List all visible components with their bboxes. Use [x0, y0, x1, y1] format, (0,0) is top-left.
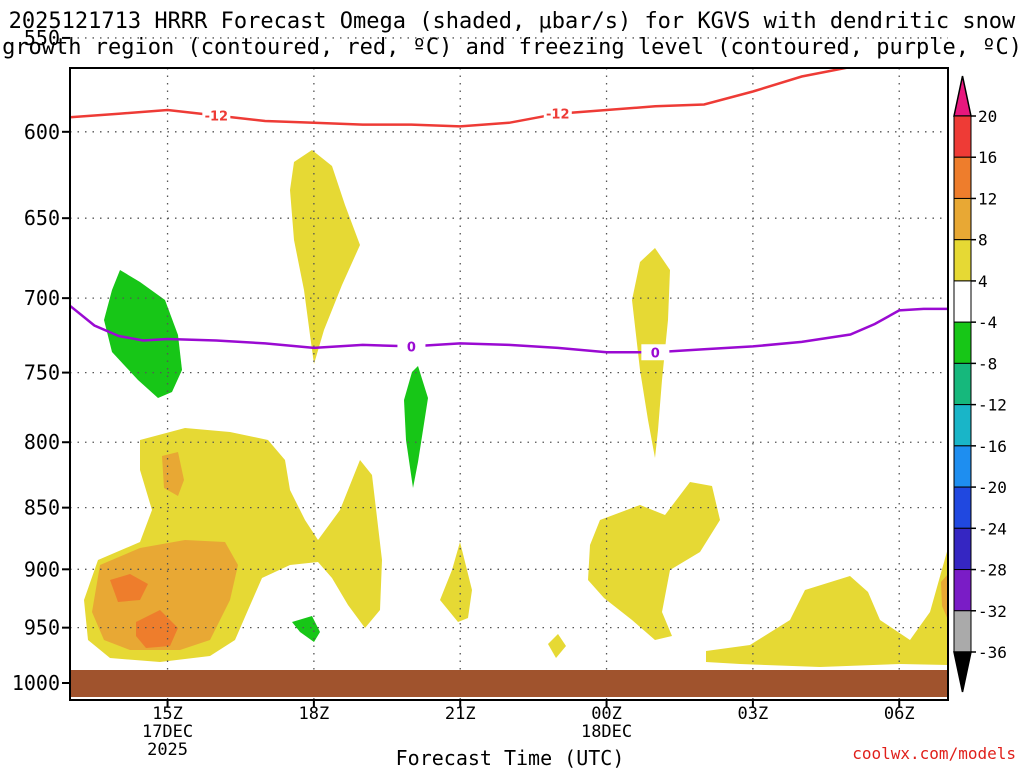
- omega-region-positive: [706, 548, 948, 667]
- colorbar-label: -28: [978, 561, 1007, 580]
- y-axis: 2503003504004505005506006507007508008509…: [12, 26, 70, 695]
- colorbar-label: -12: [978, 396, 1007, 415]
- contour-labels: 00-12-12-18: [202, 105, 670, 361]
- omega-region-positive: [440, 542, 472, 622]
- y-tick-label: 600: [24, 120, 60, 144]
- omega-region-negative: [292, 616, 320, 642]
- colorbar-label: 20: [978, 107, 997, 126]
- omega-region-positive: [548, 634, 566, 658]
- grid: [70, 37, 948, 700]
- x-tick-label: 15Z: [152, 704, 183, 724]
- colorbar-label: 4: [978, 272, 988, 291]
- temperature-contours: [70, 0, 948, 354]
- contour-label-background: [202, 107, 231, 124]
- colorbar-swatch: [953, 321, 972, 364]
- contour-label: -12: [205, 110, 229, 125]
- colorbar-min-triangle: [953, 651, 972, 693]
- colorbar-swatch: [953, 569, 972, 612]
- ground-surface-bar: [70, 670, 948, 697]
- colorbar-label: -24: [978, 519, 1007, 538]
- colorbar-label: 12: [978, 189, 997, 208]
- y-tick-label: 1000: [12, 671, 60, 695]
- x-tick-label: 21Z: [445, 704, 476, 724]
- plot-frame: [69, 67, 949, 701]
- omega-region-positive: [162, 452, 184, 496]
- colorbar-label: -36: [978, 643, 1007, 662]
- colorbar: 20 16 12 8 4 -4 -8 -12 -16 -20 -24 -28 -32 -36: [953, 75, 1007, 693]
- x-tick-date-label: 18DEC: [581, 722, 632, 742]
- contour-line: [70, 0, 948, 4]
- chart-title-line-2: growth region (contoured, red, ºC) and f…: [2, 35, 1022, 60]
- omega-region-negative: [404, 366, 428, 488]
- x-tick-label: 03Z: [738, 704, 769, 724]
- contour-label: -12: [546, 108, 570, 123]
- y-tick-label: 750: [24, 361, 60, 385]
- y-tick-label: 550: [24, 26, 60, 50]
- contour-label-background: [543, 105, 572, 122]
- y-tick-label: 900: [24, 557, 60, 581]
- colorbar-max-triangle: [953, 75, 972, 117]
- contour-label: 0: [407, 340, 416, 355]
- colorbar-swatch: [953, 156, 972, 199]
- contour-line: [70, 68, 852, 128]
- colorbar-swatch: [953, 610, 972, 653]
- omega-region-positive: [941, 574, 948, 620]
- colorbar-swatch: [953, 486, 972, 529]
- colorbar-label: 16: [978, 148, 997, 167]
- colorbar-swatch: [953, 362, 972, 406]
- omega-region-negative: [104, 270, 182, 398]
- contour-label: 0: [651, 346, 660, 361]
- contour-line: [70, 304, 948, 354]
- x-tick-date-label: 17DEC: [142, 722, 193, 742]
- x-axis-label: Forecast Time (UTC): [395, 746, 625, 770]
- y-tick-label: 850: [24, 496, 60, 520]
- x-tick-label: 00Z: [591, 704, 622, 724]
- contour-label-background: [641, 344, 670, 361]
- colorbar-swatch: [953, 197, 972, 241]
- x-tick-label: 18Z: [299, 704, 330, 724]
- contour-label-background: [397, 338, 426, 355]
- colorbar-swatch: [953, 445, 972, 488]
- x-tick-year-label: 2025: [147, 740, 188, 760]
- colorbar-swatch: [953, 280, 972, 323]
- site-credit: coolwx.com/models: [852, 744, 1016, 763]
- chart-title-line-1: 2025121713 HRRR Forecast Omega (shaded, …: [8, 9, 1016, 34]
- colorbar-label: -32: [978, 602, 1007, 621]
- y-tick-label: 700: [24, 286, 60, 310]
- colorbar-label: 8: [978, 231, 988, 250]
- y-tick-label: 650: [24, 206, 60, 230]
- omega-region-positive: [588, 482, 720, 640]
- colorbar-swatch: [953, 115, 972, 158]
- x-tick-label: 06Z: [884, 704, 915, 724]
- omega-shading: [84, 150, 948, 667]
- y-tick-label: 800: [24, 430, 60, 454]
- colorbar-swatch: [953, 527, 972, 571]
- omega-region-positive: [92, 540, 238, 650]
- colorbar-label: -4: [978, 313, 997, 332]
- colorbar-label: -16: [978, 437, 1007, 456]
- colorbar-label: -8: [978, 354, 997, 373]
- colorbar-label: -20: [978, 478, 1007, 497]
- y-tick-label: 950: [24, 616, 60, 640]
- colorbar-swatch: [953, 404, 972, 447]
- omega-region-positive: [110, 574, 148, 602]
- colorbar-swatch: [953, 239, 972, 282]
- omega-region-positive: [290, 150, 360, 364]
